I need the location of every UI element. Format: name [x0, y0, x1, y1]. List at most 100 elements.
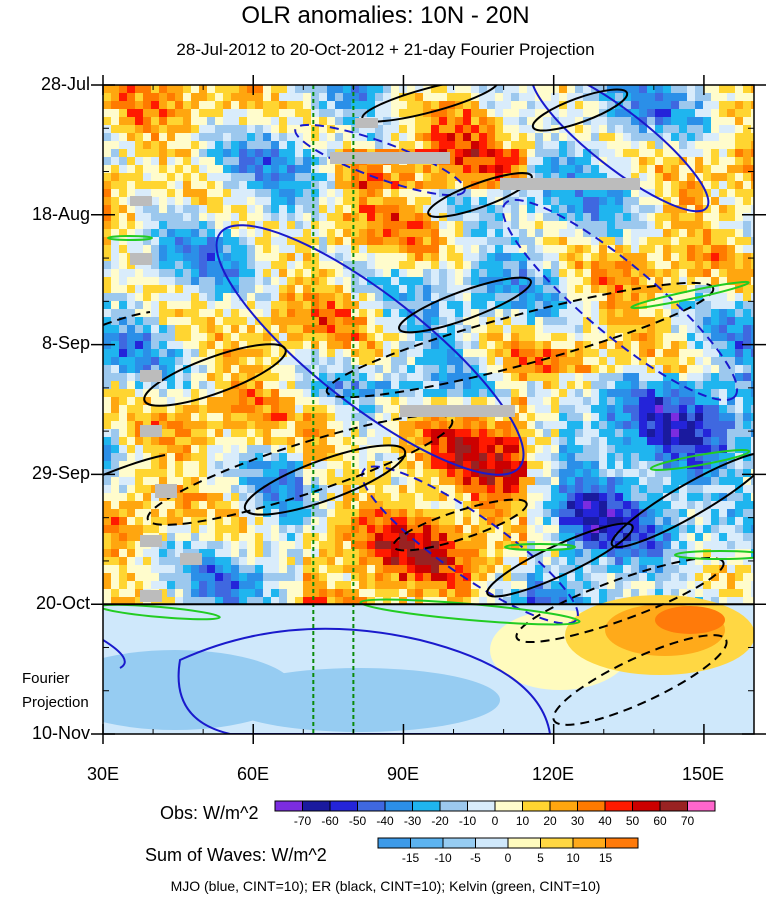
obs-cell	[239, 237, 248, 246]
obs-cell	[207, 437, 216, 446]
obs-cell	[303, 349, 312, 358]
obs-cell	[495, 205, 504, 214]
obs-cell	[543, 109, 552, 118]
obs-cell	[463, 197, 472, 206]
obs-cell	[391, 197, 400, 206]
obs-cell	[343, 357, 352, 366]
obs-cell	[183, 245, 192, 254]
obs-cell	[647, 373, 656, 382]
obs-cell	[383, 453, 392, 462]
obs-cell	[343, 213, 352, 222]
obs-cell	[351, 421, 360, 430]
obs-cell	[207, 389, 216, 398]
obs-cell	[679, 173, 688, 182]
obs-cell	[583, 349, 592, 358]
obs-cell	[687, 301, 696, 310]
obs-cell	[407, 333, 416, 342]
obs-cell	[335, 133, 344, 142]
obs-cell	[727, 237, 736, 246]
obs-cell	[127, 101, 136, 110]
obs-cell	[335, 533, 344, 542]
obs-cell	[191, 325, 200, 334]
obs-cell	[191, 277, 200, 286]
obs-cell	[639, 277, 648, 286]
obs-cell	[519, 525, 528, 534]
obs-cell	[383, 205, 392, 214]
obs-cell	[311, 213, 320, 222]
obs-cell	[151, 301, 160, 310]
obs-cell	[519, 117, 528, 126]
obs-cell	[615, 365, 624, 374]
obs-cell	[175, 301, 184, 310]
obs-cell	[207, 357, 216, 366]
obs-cell	[607, 293, 616, 302]
obs-cell	[631, 349, 640, 358]
obs-cell	[471, 221, 480, 230]
obs-cell	[535, 317, 544, 326]
obs-cell	[183, 253, 192, 262]
obs-cell	[623, 221, 632, 230]
obs-cell	[103, 133, 112, 142]
obs-cell	[135, 109, 144, 118]
obs-cell	[279, 453, 288, 462]
obs-cell	[551, 157, 560, 166]
obs-cell	[671, 101, 680, 110]
obs-cell	[527, 261, 536, 270]
obs-cell	[231, 413, 240, 422]
obs-cell	[319, 189, 328, 198]
obs-cell	[375, 525, 384, 534]
obs-cell	[479, 557, 488, 566]
obs-cell	[127, 157, 136, 166]
obs-cell	[175, 317, 184, 326]
obs-cell	[583, 493, 592, 502]
obs-cell	[191, 229, 200, 238]
obs-cell	[511, 461, 520, 470]
obs-cell	[599, 469, 608, 478]
obs-cell	[279, 565, 288, 574]
obs-cell	[423, 333, 432, 342]
obs-cell	[215, 309, 224, 318]
obs-cell	[279, 141, 288, 150]
obs-cell	[623, 117, 632, 126]
obs-cell	[375, 213, 384, 222]
obs-cell	[319, 493, 328, 502]
obs-cell	[639, 557, 648, 566]
obs-cell	[711, 381, 720, 390]
obs-cell	[439, 469, 448, 478]
obs-cell	[535, 117, 544, 126]
obs-cell	[415, 453, 424, 462]
obs-cell	[583, 341, 592, 350]
obs-cell	[287, 245, 296, 254]
obs-cell	[191, 469, 200, 478]
obs-cell	[535, 293, 544, 302]
obs-cell	[159, 373, 168, 382]
obs-cell	[375, 341, 384, 350]
obs-cell	[479, 413, 488, 422]
obs-cell	[543, 429, 552, 438]
obs-cell	[735, 341, 744, 350]
obs-cell	[351, 93, 360, 102]
obs-cell	[431, 269, 440, 278]
obs-cell	[631, 197, 640, 206]
obs-cell	[703, 533, 712, 542]
obs-cell	[591, 117, 600, 126]
obs-cell	[431, 93, 440, 102]
obs-cell	[415, 293, 424, 302]
obs-cell	[335, 381, 344, 390]
obs-cell	[623, 165, 632, 174]
obs-cell	[463, 373, 472, 382]
obs-cell	[207, 133, 216, 142]
obs-cell	[303, 253, 312, 262]
obs-cell	[423, 269, 432, 278]
obs-cell	[111, 341, 120, 350]
obs-cell	[279, 485, 288, 494]
obs-cell	[311, 453, 320, 462]
obs-cell	[607, 317, 616, 326]
obs-cell	[639, 245, 648, 254]
obs-cell	[471, 557, 480, 566]
obs-cell	[471, 133, 480, 142]
obs-cell	[359, 285, 368, 294]
obs-cell	[111, 461, 120, 470]
obs-cell	[591, 533, 600, 542]
obs-cell	[215, 301, 224, 310]
